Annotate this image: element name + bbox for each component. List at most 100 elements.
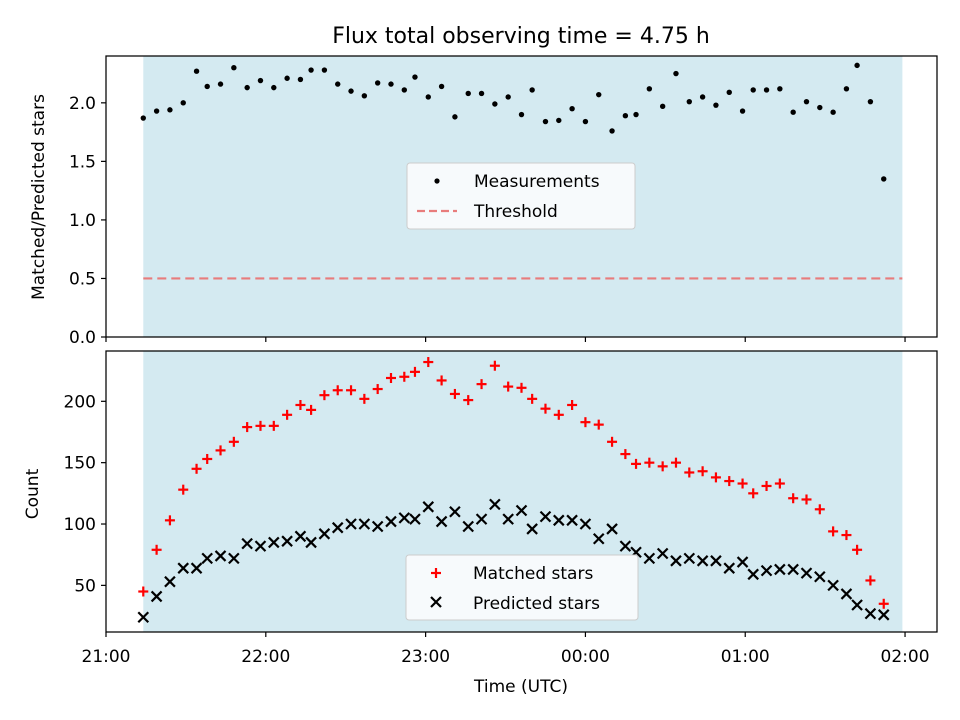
matched-star-point bbox=[607, 436, 618, 447]
matched-star-point bbox=[463, 395, 474, 406]
predicted-star-point bbox=[489, 498, 501, 511]
measurement-point bbox=[271, 84, 277, 91]
matched-star-point bbox=[737, 478, 748, 489]
predicted-star-point bbox=[502, 513, 514, 525]
matched-star-point bbox=[228, 436, 239, 447]
matched-star-point bbox=[697, 466, 708, 477]
measurement-point bbox=[465, 90, 471, 97]
measurement-point bbox=[646, 86, 653, 92]
predicted-star-point bbox=[774, 563, 786, 576]
matched-star-point bbox=[215, 445, 226, 456]
measurement-point bbox=[867, 98, 874, 105]
legend-measurements-marker bbox=[434, 178, 440, 184]
predicted-star-point bbox=[747, 568, 759, 581]
predicted-star-point bbox=[579, 518, 592, 530]
measurement-point bbox=[659, 103, 666, 110]
predicted-star-point bbox=[643, 552, 656, 565]
matched-star-point bbox=[399, 371, 410, 382]
matched-star-point bbox=[516, 382, 527, 393]
count-y-tick-label: 150 bbox=[64, 454, 96, 474]
count-y-tick-label: 100 bbox=[64, 515, 96, 535]
measurement-point bbox=[492, 101, 498, 107]
measurement-point bbox=[830, 109, 836, 115]
count-panel: 50 100 150 200 21:00 22:00 23:00 00:00 01:00 02:0… bbox=[23, 350, 938, 667]
predicted-star-point bbox=[827, 579, 839, 592]
predicted-star-point bbox=[670, 555, 682, 567]
measurement-point bbox=[790, 109, 796, 115]
matched-star-point bbox=[748, 488, 759, 499]
measurement-point bbox=[140, 115, 146, 121]
predicted-star-point bbox=[268, 536, 280, 549]
predicted-star-point bbox=[358, 518, 371, 530]
matched-star-point bbox=[878, 598, 889, 609]
ratio-panel: 0.00.51.01.52.0 Matched/Predicted stars … bbox=[29, 55, 938, 348]
matched-star-point bbox=[372, 384, 383, 395]
measurement-point bbox=[180, 100, 186, 106]
matched-star-point bbox=[567, 399, 578, 410]
matched-star-point bbox=[359, 393, 370, 404]
matched-star-point bbox=[178, 484, 189, 495]
predicted-star-point bbox=[241, 537, 253, 550]
matched-star-point bbox=[489, 360, 500, 371]
measurement-point bbox=[335, 81, 341, 87]
predicted-star-point bbox=[696, 555, 709, 567]
measurement-point bbox=[374, 80, 381, 86]
matched-star-point bbox=[865, 575, 876, 586]
predicted-star-point bbox=[201, 552, 213, 565]
matched-star-point bbox=[476, 379, 487, 390]
matched-star-point bbox=[202, 453, 213, 464]
predicted-star-point bbox=[150, 590, 163, 603]
predicted-star-point bbox=[318, 528, 331, 540]
matched-star-point bbox=[527, 393, 538, 404]
measurement-point bbox=[505, 94, 511, 100]
matched-star-point bbox=[788, 493, 799, 504]
matched-star-point bbox=[761, 480, 772, 491]
count-panel-frame bbox=[105, 350, 938, 633]
predicted-star-point bbox=[800, 567, 813, 579]
legend-predicted-marker bbox=[430, 596, 442, 608]
measurement-point bbox=[739, 108, 746, 114]
matched-star-point bbox=[423, 357, 434, 368]
x-tick-label: 01:00 bbox=[721, 647, 770, 667]
matched-star-point bbox=[724, 476, 735, 487]
predicted-star-point bbox=[177, 562, 190, 574]
matched-star-point bbox=[295, 399, 306, 410]
measurement-point bbox=[726, 89, 732, 95]
matched-star-point bbox=[670, 457, 681, 468]
ratio-y-tick-label: 0.0 bbox=[69, 328, 96, 348]
legend-predicted-label: Predicted stars bbox=[473, 594, 600, 614]
chart-title: Flux total observing time = 4.75 h bbox=[332, 24, 710, 49]
predicted-star-point bbox=[281, 535, 293, 547]
measurement-point bbox=[713, 102, 719, 108]
predicted-star-point bbox=[606, 523, 618, 535]
predicted-star-point bbox=[566, 514, 578, 527]
measurement-point bbox=[803, 98, 810, 105]
ratio-legend: Measurements Threshold bbox=[406, 162, 636, 230]
count-legend-box bbox=[405, 554, 639, 621]
measurement-point bbox=[609, 128, 615, 134]
legend-matched-marker bbox=[431, 568, 441, 578]
matched-star-point bbox=[306, 404, 317, 415]
measurement-point bbox=[777, 86, 783, 92]
matched-star-point bbox=[138, 586, 149, 597]
measurement-point bbox=[750, 87, 756, 93]
predicted-star-point bbox=[656, 547, 669, 560]
measurement-point bbox=[478, 90, 485, 97]
measurement-point bbox=[204, 83, 210, 90]
predicted-star-point bbox=[294, 530, 307, 543]
predicted-star-point bbox=[385, 515, 397, 528]
matched-star-point bbox=[268, 420, 279, 431]
predicted-star-point bbox=[228, 552, 240, 565]
matched-star-point bbox=[242, 422, 253, 433]
measurement-point bbox=[193, 68, 200, 74]
measurement-point bbox=[699, 94, 706, 100]
ratio-y-tick-label: 1.5 bbox=[69, 152, 96, 172]
measurement-point bbox=[217, 81, 224, 87]
measurement-point bbox=[361, 93, 368, 99]
measurement-point bbox=[257, 77, 264, 84]
matched-star-point bbox=[282, 409, 293, 420]
measurement-point bbox=[153, 108, 160, 114]
predicted-star-point bbox=[331, 521, 344, 534]
predicted-star-point bbox=[164, 575, 176, 588]
